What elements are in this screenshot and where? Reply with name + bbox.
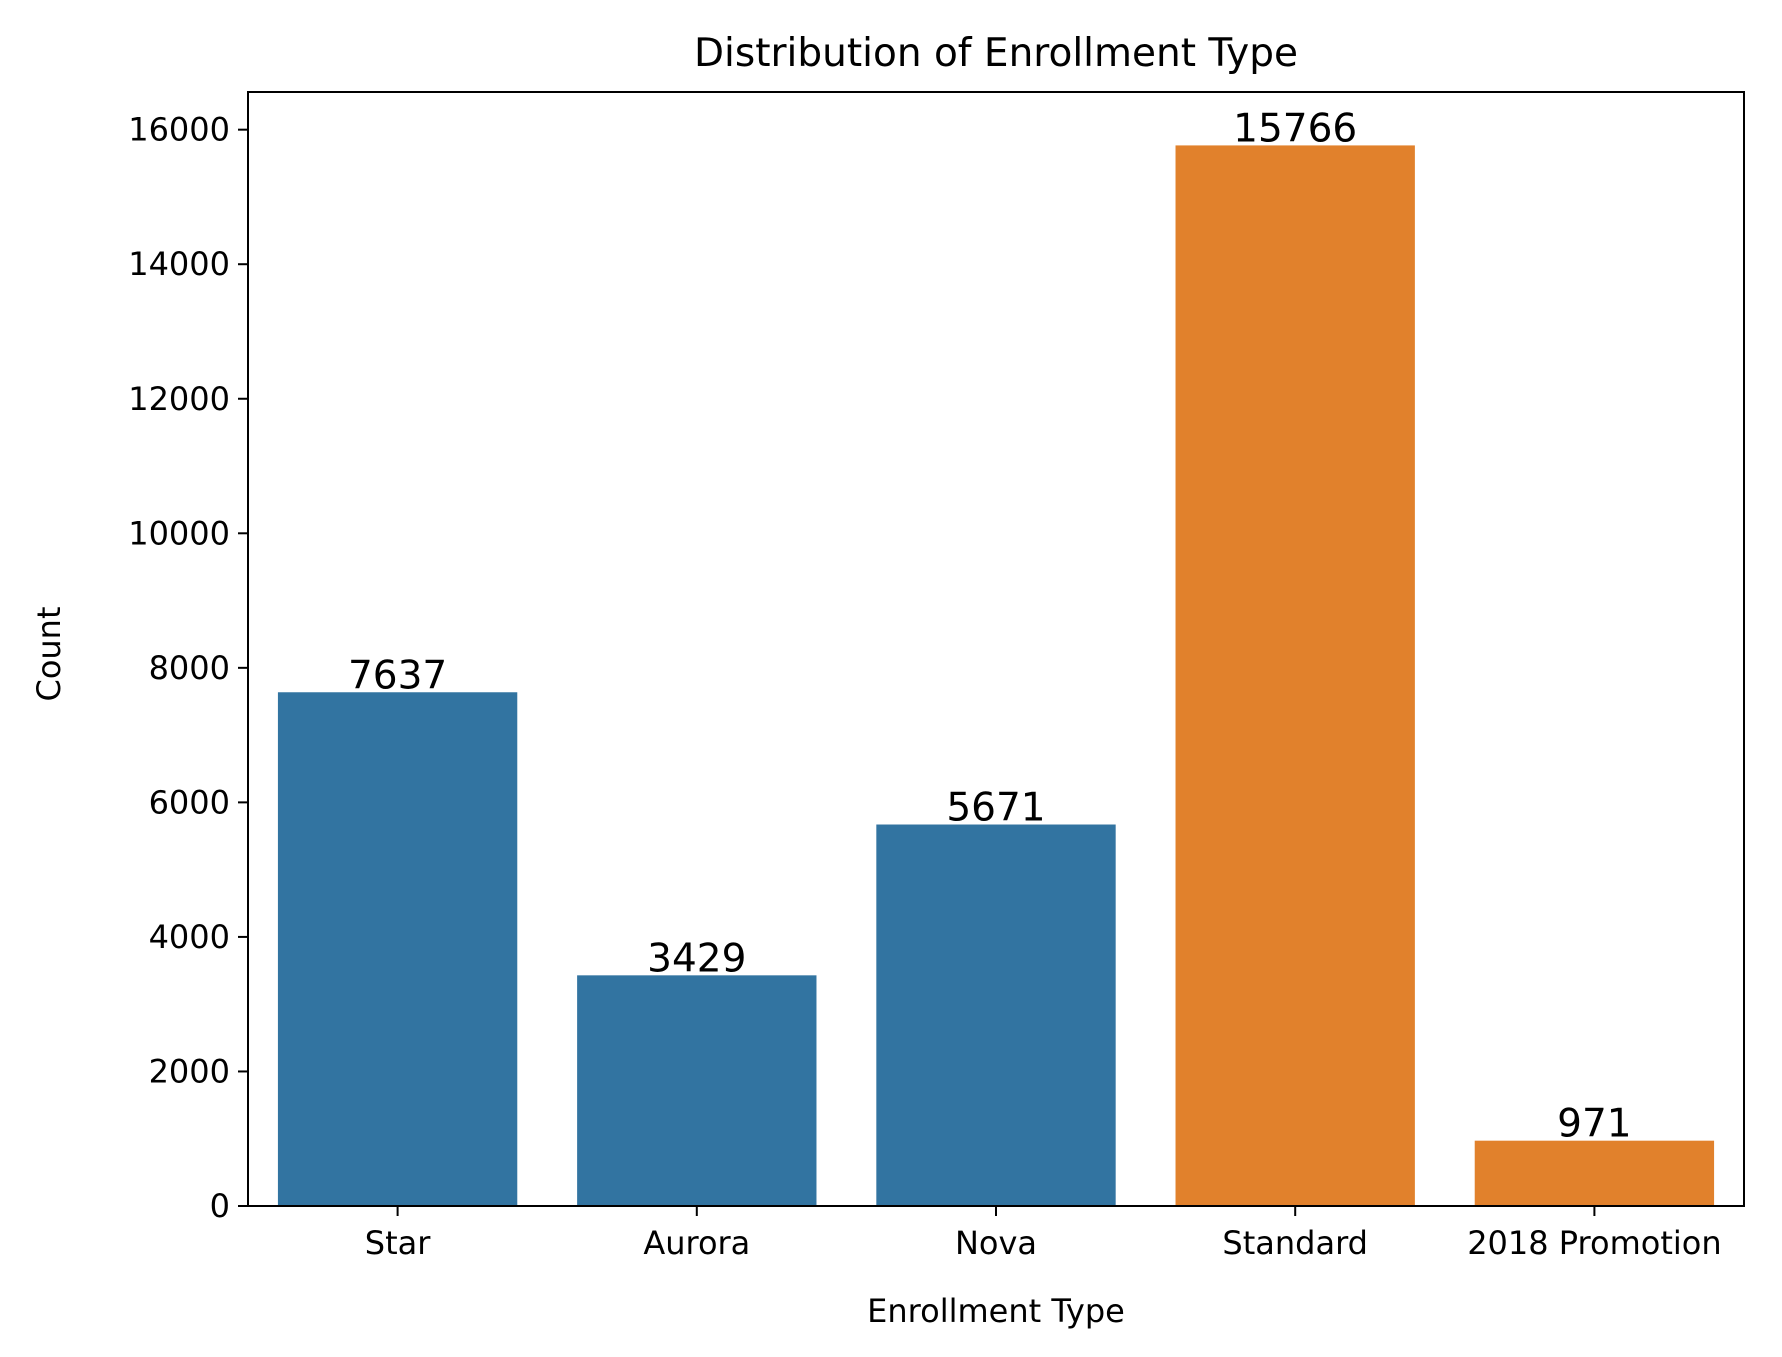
bar-2018-promotion <box>1474 1140 1715 1206</box>
y-tick-label: 0 <box>210 1187 230 1225</box>
x-axis: Star Aurora Nova Standard 2018 Promotion <box>365 1206 1722 1262</box>
bar-aurora <box>577 975 817 1206</box>
data-label: 15766 <box>1233 106 1357 151</box>
bar-standard <box>1175 145 1415 1206</box>
chart-title: Distribution of Enrollment Type <box>694 31 1298 76</box>
bar-nova <box>876 824 1116 1206</box>
y-tick-label: 16000 <box>128 111 230 149</box>
data-label: 3429 <box>647 936 746 981</box>
y-tick-label: 2000 <box>149 1052 230 1090</box>
x-tick-label: Star <box>365 1224 431 1262</box>
x-axis-title: Enrollment Type <box>867 1292 1125 1330</box>
data-labels-group: 7637 3429 5671 15766 971 <box>348 106 1632 1146</box>
bar-star <box>277 692 518 1206</box>
y-axis-title: Count <box>30 606 68 701</box>
y-tick-label: 14000 <box>128 245 230 283</box>
y-tick-label: 6000 <box>149 783 230 821</box>
x-tick-label: Standard <box>1222 1224 1368 1262</box>
y-tick-label: 12000 <box>128 380 230 418</box>
data-label: 5671 <box>946 786 1045 831</box>
plot-frame <box>247 91 1745 1207</box>
x-tick-label: 2018 Promotion <box>1467 1224 1721 1262</box>
data-label: 7637 <box>348 653 447 698</box>
y-axis: 0 2000 4000 6000 8000 10000 12000 14000 16000 <box>128 111 248 1225</box>
data-label: 971 <box>1557 1102 1631 1147</box>
y-tick-label: 4000 <box>149 918 230 956</box>
y-tick-label: 8000 <box>149 649 230 687</box>
x-tick-label: Nova <box>955 1224 1037 1262</box>
x-tick-label: Aurora <box>643 1224 750 1262</box>
bars-group <box>277 145 1715 1206</box>
y-tick-label: 10000 <box>128 514 230 552</box>
